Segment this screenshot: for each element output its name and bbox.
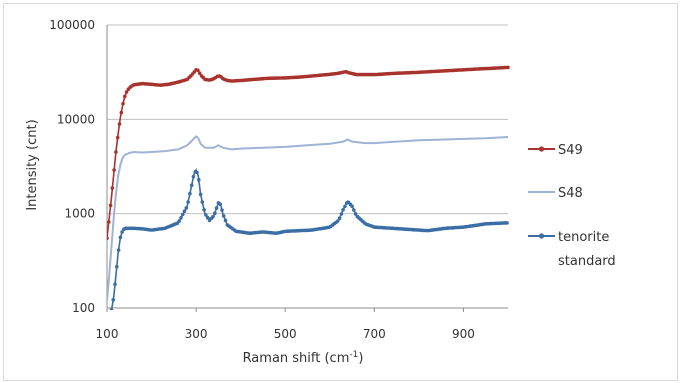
x-axis-title: Raman shift (cm-1) xyxy=(243,350,364,366)
x-tick-label: 100 xyxy=(96,327,119,341)
data-point xyxy=(213,211,217,215)
data-point xyxy=(118,235,123,240)
legend-marker xyxy=(538,146,545,152)
data-point xyxy=(182,209,187,213)
data-point xyxy=(179,216,183,220)
y-tick-labels: 100 1000 10000 100000 xyxy=(49,18,95,315)
x-tick-labels: 100 300 500 700 900 xyxy=(96,327,475,341)
y-tick-label: 100000 xyxy=(49,18,95,32)
data-point xyxy=(111,298,115,302)
legend: S49 S48 tenorite standard xyxy=(528,143,616,269)
data-point xyxy=(115,264,119,269)
y-tick-label: 100 xyxy=(72,301,95,315)
gridlines xyxy=(107,24,508,309)
data-point xyxy=(336,219,340,223)
data-point xyxy=(191,174,196,179)
data-point xyxy=(177,219,181,223)
data-point xyxy=(197,178,201,182)
data-point xyxy=(505,221,509,225)
data-point xyxy=(220,208,224,212)
data-point xyxy=(108,203,113,208)
series-lines xyxy=(107,65,510,310)
data-point xyxy=(200,200,205,204)
data-point xyxy=(343,204,347,209)
data-point xyxy=(196,68,200,73)
data-point xyxy=(119,110,124,115)
data-point xyxy=(352,208,356,212)
data-point xyxy=(114,150,118,154)
data-point xyxy=(188,191,192,196)
data-point xyxy=(353,212,358,216)
data-point xyxy=(350,204,354,208)
legend-item: tenorite standard xyxy=(528,230,616,269)
data-point xyxy=(202,208,206,212)
legend-label: tenorite standard xyxy=(558,230,616,269)
series-s48 xyxy=(107,135,509,301)
series-line xyxy=(107,135,509,301)
data-point xyxy=(123,94,127,99)
data-point xyxy=(115,135,120,140)
series-tenorite-standard xyxy=(109,167,509,310)
data-point xyxy=(110,186,115,190)
series-line xyxy=(107,66,509,239)
data-point xyxy=(120,230,124,234)
data-point xyxy=(214,206,219,210)
data-point xyxy=(184,206,189,210)
data-point xyxy=(124,90,129,94)
data-point xyxy=(112,168,116,172)
data-point xyxy=(189,183,194,188)
data-point xyxy=(204,213,208,217)
x-tick-label: 500 xyxy=(274,327,297,341)
data-point xyxy=(117,122,122,126)
y-tick-label: 10000 xyxy=(57,112,95,126)
series-s49 xyxy=(107,65,510,240)
data-point xyxy=(107,236,109,240)
data-point xyxy=(211,214,215,219)
data-point xyxy=(337,216,342,220)
x-tick-label: 700 xyxy=(363,327,386,341)
data-point xyxy=(223,218,228,223)
legend-label: S48 xyxy=(558,186,583,201)
data-point xyxy=(506,65,510,70)
x-tick-label: 900 xyxy=(452,327,475,341)
data-point xyxy=(205,215,210,220)
data-point xyxy=(218,202,222,206)
data-point xyxy=(339,212,344,216)
data-point xyxy=(180,212,185,217)
data-point xyxy=(116,248,121,252)
data-point xyxy=(107,220,111,224)
data-point xyxy=(109,308,114,310)
y-axis-title: Intensity (cnt) xyxy=(25,119,40,210)
legend-marker xyxy=(538,233,545,239)
data-point xyxy=(121,101,125,106)
data-point xyxy=(186,200,190,204)
y-tick-label: 1000 xyxy=(64,207,95,221)
data-point xyxy=(113,282,117,287)
data-point xyxy=(221,214,226,218)
legend-item: S49 xyxy=(528,143,583,158)
data-point xyxy=(198,192,203,197)
series-line xyxy=(110,167,509,310)
data-point xyxy=(195,170,199,175)
legend-label: S49 xyxy=(558,143,583,158)
axes xyxy=(106,25,508,312)
data-point xyxy=(197,71,202,75)
data-point xyxy=(341,208,345,212)
x-tick-label: 300 xyxy=(185,327,208,341)
legend-item: S48 xyxy=(528,186,583,201)
